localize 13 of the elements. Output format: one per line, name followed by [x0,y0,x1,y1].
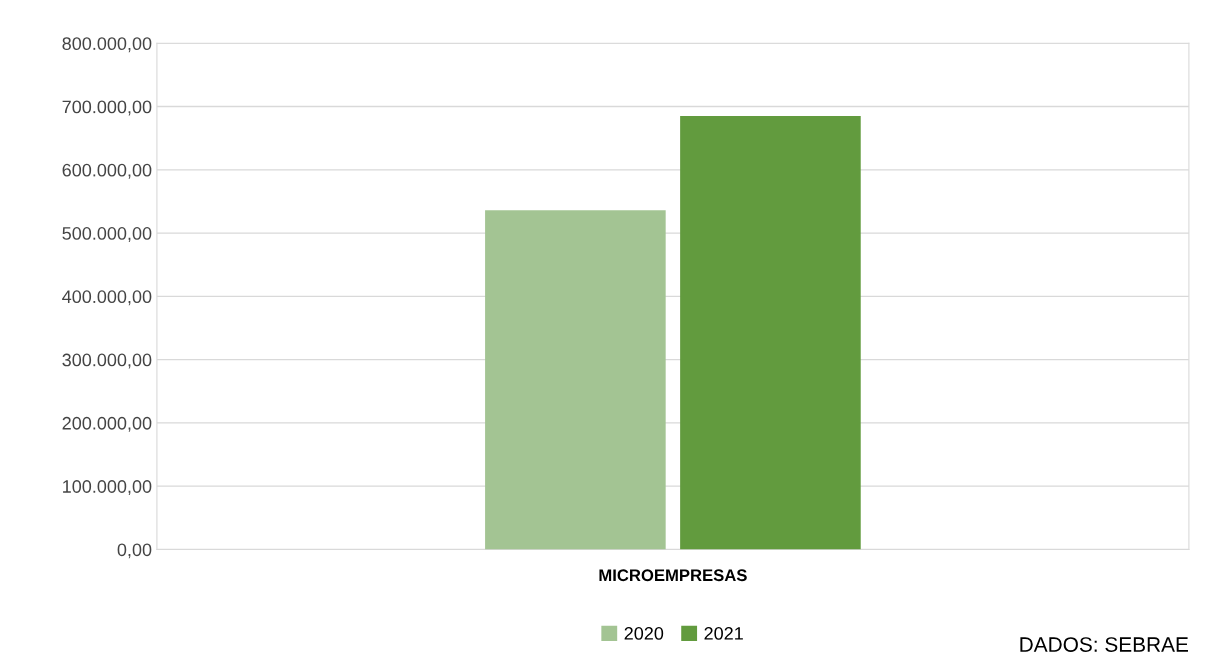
y-tick-label: 100.000,00 [63,480,152,496]
y-tick-label: 200.000,00 [62,416,152,432]
y-tick-label: 300.000,00 [62,353,152,369]
y-tick-label: 400.000,00 [62,290,152,306]
y-tick-label: 700.000,00 [62,100,152,116]
text: DADOS: SEBRAE [1020,637,1188,652]
x-tick-label: MICROEMPRESAS [599,569,747,582]
legend-label: 2021 [704,627,743,640]
y-tick-label: 600.000,00 [62,163,152,179]
y-tick-label: 0,00 [117,543,152,559]
legend-label: 2020 [624,627,664,640]
y-tick-label: 800.000,00 [62,37,152,53]
y-tick-label: 500.000,00 [62,227,152,242]
